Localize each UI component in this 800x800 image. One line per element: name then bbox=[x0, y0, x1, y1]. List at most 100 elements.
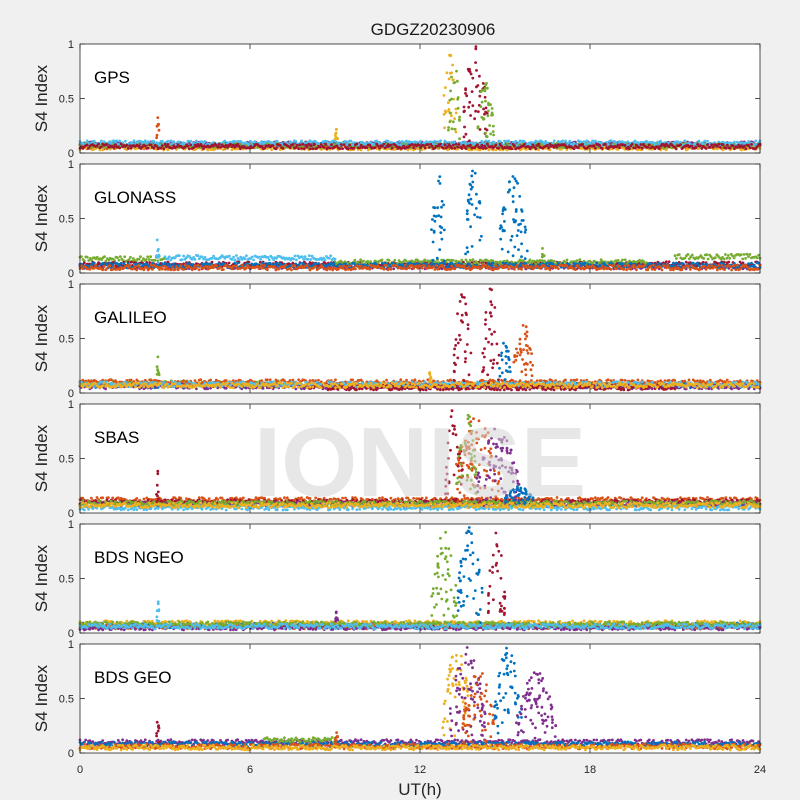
data-point bbox=[295, 143, 299, 147]
data-point bbox=[259, 257, 263, 261]
data-point bbox=[196, 254, 200, 257]
data-point bbox=[468, 258, 472, 262]
data-point bbox=[380, 258, 384, 262]
data-point bbox=[475, 85, 478, 89]
data-point bbox=[404, 259, 408, 263]
data-point bbox=[389, 143, 393, 147]
data-point bbox=[156, 116, 160, 119]
data-point bbox=[464, 92, 467, 95]
data-point bbox=[606, 143, 610, 146]
data-point bbox=[101, 148, 105, 152]
data-point bbox=[582, 140, 586, 144]
data-point bbox=[699, 144, 702, 148]
data-point bbox=[103, 255, 106, 258]
data-point bbox=[358, 146, 362, 150]
data-point bbox=[453, 146, 457, 150]
data-point bbox=[575, 259, 579, 262]
data-point bbox=[338, 147, 342, 151]
data-point bbox=[464, 88, 467, 92]
data-point bbox=[464, 147, 468, 151]
data-point bbox=[147, 258, 151, 261]
data-point bbox=[186, 144, 190, 148]
data-point bbox=[456, 97, 460, 101]
data-point bbox=[657, 147, 661, 151]
data-point bbox=[490, 107, 494, 110]
data-point bbox=[686, 147, 689, 151]
data-point bbox=[112, 139, 116, 143]
data-point bbox=[448, 111, 452, 115]
data-point bbox=[463, 125, 466, 129]
data-point bbox=[412, 146, 415, 150]
data-point bbox=[593, 139, 597, 143]
data-point bbox=[467, 69, 471, 73]
data-point bbox=[132, 139, 136, 143]
data-point bbox=[530, 145, 533, 149]
data-point bbox=[118, 146, 122, 150]
data-point bbox=[545, 144, 549, 147]
data-point bbox=[462, 110, 466, 114]
data-point bbox=[561, 139, 565, 143]
data-point bbox=[484, 146, 488, 150]
data-point bbox=[126, 147, 130, 150]
data-point bbox=[476, 126, 480, 130]
data-point bbox=[270, 148, 273, 152]
panel-plot-area bbox=[80, 44, 760, 153]
data-point bbox=[457, 143, 461, 146]
data-point bbox=[193, 258, 197, 261]
data-point bbox=[489, 132, 493, 136]
data-point bbox=[328, 146, 332, 150]
data-point bbox=[454, 130, 458, 134]
data-point bbox=[750, 143, 753, 146]
data-point bbox=[439, 139, 442, 143]
data-point bbox=[372, 142, 376, 146]
data-point bbox=[633, 146, 637, 150]
panel-plot-area bbox=[80, 164, 760, 273]
data-point bbox=[628, 147, 631, 151]
data-point bbox=[167, 255, 171, 259]
data-point bbox=[630, 142, 634, 146]
data-point bbox=[683, 139, 687, 143]
data-point bbox=[329, 143, 333, 147]
data-point bbox=[200, 255, 204, 259]
data-point bbox=[613, 140, 617, 144]
data-point bbox=[143, 144, 147, 148]
data-point bbox=[166, 139, 170, 143]
data-point bbox=[457, 118, 461, 121]
data-point bbox=[423, 258, 427, 262]
data-point bbox=[307, 254, 311, 257]
data-point bbox=[346, 147, 350, 151]
data-point bbox=[295, 258, 298, 262]
data-point bbox=[487, 101, 490, 105]
data-point bbox=[158, 144, 161, 147]
data-point bbox=[547, 146, 550, 150]
data-point bbox=[456, 145, 459, 149]
data-point bbox=[754, 139, 758, 143]
data-point bbox=[250, 255, 254, 259]
data-point bbox=[177, 254, 181, 258]
data-point bbox=[498, 260, 502, 264]
data-point bbox=[146, 255, 150, 259]
data-point bbox=[163, 261, 167, 265]
data-point bbox=[476, 110, 480, 113]
data-point bbox=[322, 146, 326, 149]
data-point bbox=[85, 139, 89, 143]
data-point bbox=[223, 139, 227, 143]
data-point bbox=[298, 143, 302, 147]
data-point bbox=[235, 254, 238, 257]
data-point bbox=[122, 262, 126, 266]
data-point bbox=[324, 143, 327, 146]
data-point bbox=[711, 145, 715, 149]
data-point bbox=[458, 115, 461, 119]
data-point bbox=[137, 257, 141, 261]
data-point bbox=[369, 260, 372, 263]
data-point bbox=[297, 147, 300, 151]
data-point bbox=[417, 143, 421, 147]
data-point bbox=[484, 139, 488, 143]
data-point bbox=[444, 140, 448, 144]
data-point bbox=[124, 139, 127, 143]
data-point bbox=[353, 258, 357, 262]
data-point bbox=[480, 115, 484, 119]
data-point bbox=[483, 95, 487, 99]
data-point bbox=[456, 106, 460, 110]
